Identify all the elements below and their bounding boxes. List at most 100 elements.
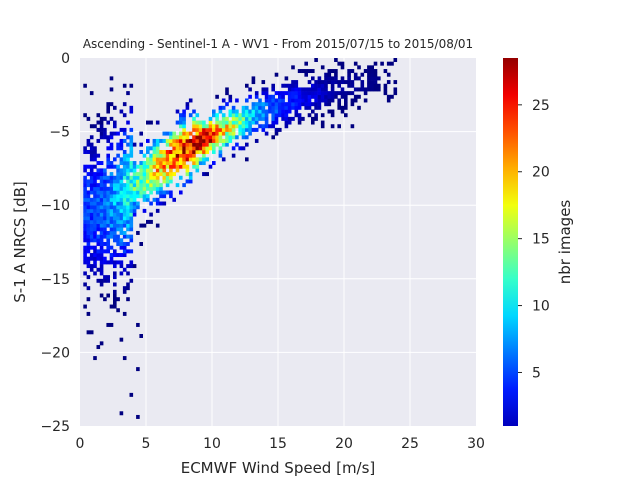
heatmap-cell [99,208,104,213]
heatmap-cell [146,183,150,188]
heatmap-cell [311,76,315,81]
heatmap-cell [113,238,117,243]
heatmap-cell [195,168,200,173]
heatmap-cell [109,161,114,166]
heatmap-cell [99,175,104,180]
heatmap-cell [301,69,305,74]
heatmap-cell [99,197,104,202]
heatmap-cell [139,175,143,180]
heatmap-cell [320,83,325,88]
heatmap-cell [278,94,282,99]
heatmap-cell [311,120,315,125]
heatmap-cell [198,138,203,143]
heatmap-cell [393,91,398,96]
heatmap-cell [103,242,107,246]
heatmap-cell [185,172,190,177]
heatmap-cell [188,138,193,143]
heatmap-cell [99,234,104,239]
heatmap-cell [122,212,127,217]
heatmap-cell [393,80,398,85]
heatmap-cell [96,345,101,350]
heatmap-cell [89,146,94,151]
heatmap-cell [99,216,104,221]
heatmap-cell [353,87,358,92]
heatmap-cell [109,219,114,224]
heatmap-cell [122,230,127,235]
heatmap-cell [225,142,229,147]
heatmap-cell [106,175,110,180]
heatmap-cell [99,186,104,191]
heatmap-cell [179,146,183,151]
heatmap-cell [185,135,190,140]
heatmap-cell [281,105,285,110]
heatmap-cell [248,131,252,136]
heatmap-cell [261,91,266,96]
heatmap-cell [274,131,279,136]
x-tick-label: 25 [401,436,419,452]
heatmap-cell [96,234,101,239]
heatmap-cell [89,227,94,232]
heatmap-cell [188,98,193,103]
heatmap-cell [96,223,101,228]
heatmap-cell [142,161,147,166]
heatmap-cell [162,164,167,169]
heatmap-cell [344,102,348,107]
heatmap-cell [261,87,266,92]
heatmap-cell [155,120,160,125]
heatmap-cell [96,197,101,202]
heatmap-cell [152,146,157,151]
heatmap-cell [373,72,378,77]
heatmap-cell [182,120,186,125]
heatmap-cell [122,168,127,173]
heatmap-cell [103,179,107,184]
heatmap-cell [86,138,91,143]
heatmap-cell [188,113,193,118]
heatmap-cell [297,91,302,96]
heatmap-cell [278,102,282,107]
heatmap-cell [192,138,196,143]
heatmap-cell [195,120,200,125]
heatmap-cell [208,142,213,147]
heatmap-cell [165,138,170,143]
heatmap-cell [96,194,101,199]
heatmap-cell [271,102,275,107]
heatmap-cell [122,208,127,213]
heatmap-cell [152,183,157,188]
heatmap-cell [83,186,87,191]
heatmap-cell [116,223,120,228]
heatmap-cell [350,83,355,88]
heatmap-cell [337,98,341,103]
heatmap-cell [182,127,186,132]
heatmap-cell [208,135,213,140]
heatmap-cell [268,105,272,110]
heatmap-cell [304,91,308,96]
heatmap-cell [122,311,127,316]
heatmap-cell [294,109,299,114]
heatmap-cell [96,227,101,232]
heatmap-cell [103,227,107,232]
heatmap-cell [287,98,292,103]
heatmap-cell [106,135,110,140]
heatmap-cell [113,275,117,280]
heatmap-cell [162,150,167,154]
heatmap-cell [126,197,130,202]
heatmap-cell [301,98,305,103]
heatmap-cell [291,105,295,110]
heatmap-cell [301,94,305,99]
heatmap-cell [221,105,226,110]
heatmap-cell [231,153,236,158]
heatmap-cell [169,164,173,169]
heatmap-cell [93,175,97,180]
y-tick-label: 0 [61,51,70,67]
heatmap-cell [106,205,110,210]
heatmap-cell [218,109,223,114]
heatmap-cell [175,168,180,173]
heatmap-cell [146,157,150,162]
heatmap-cell [86,190,91,195]
heatmap-cell [162,175,167,180]
heatmap-cell [182,146,186,151]
heatmap-cell [149,179,153,184]
heatmap-cell [122,205,127,210]
heatmap-cell [340,105,345,110]
heatmap-cell [271,135,275,140]
